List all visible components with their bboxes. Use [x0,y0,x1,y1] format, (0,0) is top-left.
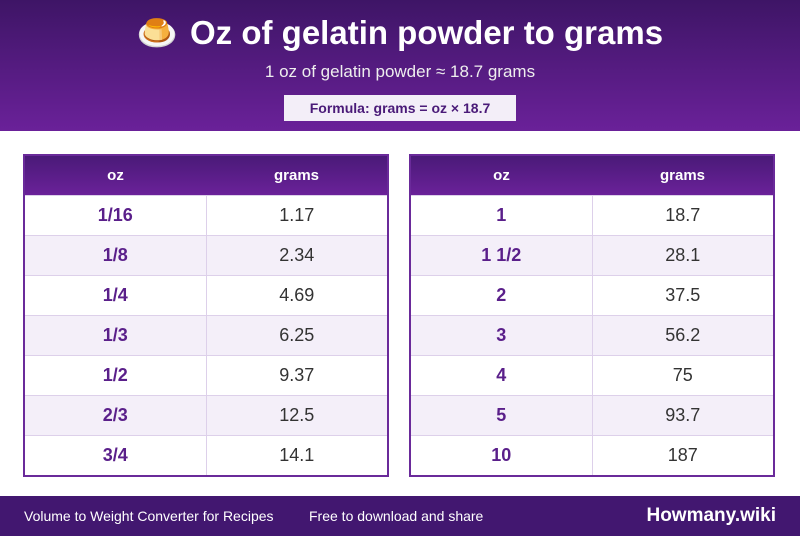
title-icon: 🍮 [136,14,179,51]
grams-cell: 187 [591,436,774,475]
oz-cell: 1 1/2 [481,245,522,265]
grams-cell: 93.7 [591,396,774,435]
table-header: oz grams [25,156,387,195]
table-row: 3 56.2 [411,315,773,355]
grams-cell: 56.2 [591,316,774,355]
grams-cell: 4.69 [205,276,388,315]
header: 🍮 Oz of gelatin powder to grams 1 oz of g… [0,0,800,131]
table-row: 1 1/2 28.1 [411,235,773,275]
oz-cell: 3/4 [102,445,128,465]
oz-cell: 1/3 [102,325,128,345]
table-row: 2/3 12.5 [25,395,387,435]
table-row: 1/8 2.34 [25,235,387,275]
oz-cell: 3 [496,325,507,345]
title: Oz of gelatin powder to grams [190,14,664,51]
column-header: grams [273,167,320,184]
table-row: 10 187 [411,435,773,475]
oz-cell: 5 [496,405,507,425]
column-header: oz [493,167,510,184]
oz-cell: 2 [496,285,507,305]
title-line: 🍮 Oz of gelatin powder to grams [0,14,800,53]
grams-cell: 1.17 [205,196,388,235]
grams-cell: 9.37 [205,356,388,395]
table: oz grams 1/16 1.17 1/8 2.34 1/4 4.69 1/3 6.25 1/2 9… [23,154,389,477]
table-row: 2 37.5 [411,275,773,315]
oz-cell: 1 [496,205,507,225]
table-row: 4 75 [411,355,773,395]
subtitle: 1 oz of gelatin powder ≈ 18.7 grams [264,62,536,81]
oz-cell: 1/4 [102,285,128,305]
grams-cell: 28.1 [591,236,774,275]
formula: Formula: grams = oz × 18.7 [284,95,516,121]
grams-cell: 37.5 [591,276,774,315]
table: oz grams 1 18.7 1 1/2 28.1 2 37.5 3 56.2 4 75 5 93.7 1… [409,154,775,477]
oz-cell: 1/16 [97,205,133,225]
grams-cell: 14.1 [205,436,388,475]
oz-cell: 1/8 [102,245,128,265]
table-header: oz grams [411,156,773,195]
oz-cell: 4 [496,365,507,385]
oz-cell: 10 [491,445,512,465]
footer-brand: Howmany.wiki [646,505,776,526]
oz-cell: 1/2 [102,365,128,385]
grams-cell: 2.34 [205,236,388,275]
grams-cell: 6.25 [205,316,388,355]
table-row: 1 18.7 [411,195,773,235]
table-row: 1/2 9.37 [25,355,387,395]
column-header: oz [107,167,124,184]
table-row: 1/4 4.69 [25,275,387,315]
column-header: grams [659,167,706,184]
table-row: 1/16 1.17 [25,195,387,235]
oz-cell: 2/3 [102,405,128,425]
grams-cell: 18.7 [591,196,774,235]
footer-middle: Free to download and share [309,508,484,524]
grams-cell: 12.5 [205,396,388,435]
table-row: 3/4 14.1 [25,435,387,475]
table-row: 5 93.7 [411,395,773,435]
grams-cell: 75 [591,356,774,395]
footer-left: Volume to Weight Converter for Recipes [24,508,274,524]
table-row: 1/3 6.25 [25,315,387,355]
footer: Volume to Weight Converter for Recipes F… [0,496,800,536]
